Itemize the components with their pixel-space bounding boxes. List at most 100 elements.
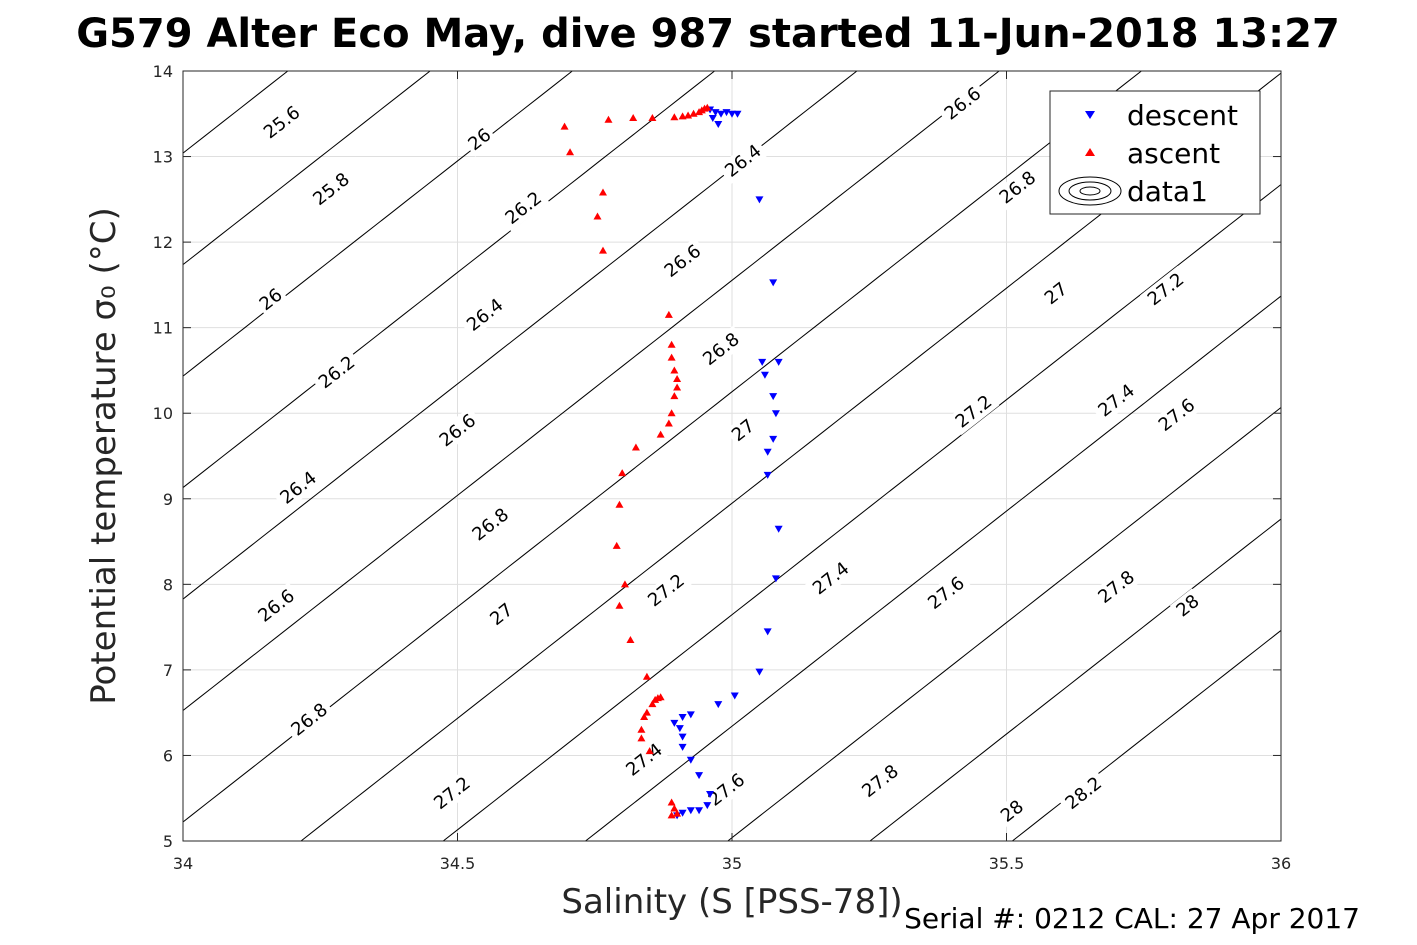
descent-point [733, 110, 742, 118]
legend-contour-icon [1058, 176, 1122, 206]
legend: descent ascent data1 [1049, 90, 1261, 215]
descent-point [695, 807, 704, 815]
contour-label: 26.2 [311, 348, 363, 396]
ascent-point [670, 804, 679, 812]
ascent-point [648, 114, 657, 122]
descent-point [774, 525, 783, 533]
descent-point [714, 121, 723, 129]
descent-point [728, 110, 736, 118]
contour-label: 26 [461, 122, 498, 157]
legend-data1-label: data1 [1127, 175, 1208, 208]
contour-label: 26 [252, 282, 289, 317]
y-tick-label: 5 [163, 832, 173, 851]
legend-ascent-label: ascent [1127, 137, 1220, 170]
legend-descent-label: descent [1127, 99, 1238, 132]
descent-point [670, 719, 679, 727]
ascent-point [566, 148, 575, 156]
ascent-point [560, 122, 569, 130]
y-tick-label: 14 [153, 62, 173, 81]
contour-label-text: 27 [486, 599, 517, 630]
contour-label: 27.4 [618, 736, 670, 784]
descent-point [695, 772, 704, 780]
y-tick-label: 8 [163, 575, 173, 594]
ascent-point [631, 443, 640, 451]
descent-point [760, 371, 769, 379]
y-tick-label: 6 [163, 746, 173, 765]
contour-line-26.6 [183, 71, 858, 600]
descent-point [763, 471, 772, 479]
y-tick-label: 11 [153, 319, 173, 338]
legend-descent-marker [1085, 111, 1095, 119]
contour-line-27.4 [442, 183, 1281, 841]
descent-point [678, 809, 687, 817]
contour-label: 27 [1038, 276, 1074, 311]
contour-label: 26.4 [717, 137, 769, 185]
ascent-point [667, 353, 676, 361]
ascent-point [618, 469, 627, 477]
descent-point [769, 393, 778, 401]
contour-label: 28.2 [1057, 769, 1110, 817]
descent-point [678, 733, 687, 741]
descent-point [763, 448, 772, 456]
ascent-point [656, 693, 665, 701]
y-axis-label: Potential temperature σ₀ (°C) [84, 207, 124, 705]
descent-point [686, 756, 695, 764]
ascent-point [673, 375, 682, 382]
contour-line-27.6 [585, 295, 1281, 841]
contour-label: 27.8 [1090, 563, 1142, 611]
x-tick-label: 36 [1271, 854, 1291, 873]
descent-point [774, 358, 783, 366]
contour-line-25.8 [183, 71, 289, 154]
contour-label: 26.6 [250, 582, 302, 630]
x-tick-label: 35 [722, 854, 742, 873]
contour-label: 27.4 [805, 554, 857, 602]
x-tick-label: 35.5 [989, 854, 1025, 873]
contour-label-text: 27 [1041, 278, 1072, 309]
y-tick-label: 7 [163, 661, 173, 680]
ascent-point [667, 798, 676, 806]
ascent-point [670, 392, 679, 400]
descent-point [675, 725, 684, 733]
descent-point [714, 701, 723, 709]
ascent-point [664, 419, 673, 427]
ascent-point [598, 246, 607, 254]
data-series [560, 103, 783, 820]
descent-point [708, 115, 717, 123]
descent-point [771, 575, 780, 583]
ascent-point [612, 541, 621, 549]
contour-label: 27 [483, 597, 520, 632]
ascent-point [642, 672, 651, 680]
contour-label: 27 [725, 413, 761, 448]
y-tick-label: 10 [153, 404, 173, 423]
ascent-point [637, 725, 646, 733]
contour-label: 25.6 [256, 98, 308, 146]
chart-title: G579 Alter Eco May, dive 987 started 11-… [76, 11, 1340, 57]
descent-point [755, 196, 764, 204]
legend-ascent-marker [1085, 148, 1095, 156]
descent-point [769, 279, 778, 287]
descent-point [717, 110, 726, 118]
y-tick-label: 9 [163, 490, 173, 509]
contour-line-26 [183, 71, 431, 266]
ascent-point [642, 708, 651, 716]
contour-line-26.4 [183, 71, 715, 489]
contour-label: 27.6 [920, 569, 972, 617]
descent-point [771, 410, 780, 418]
ascent-point [637, 734, 646, 742]
contour-label: 26.8 [695, 325, 747, 373]
contour-label: 28 [1169, 588, 1206, 623]
contour-label: 27.2 [426, 769, 478, 817]
descent-point [758, 358, 767, 366]
contour-label: 27.4 [1090, 376, 1142, 424]
ascent-point [645, 747, 654, 755]
descent-point [706, 790, 715, 798]
y-tick-label: 12 [153, 233, 173, 252]
ascent-point [598, 188, 607, 196]
ascent-point [604, 115, 613, 123]
contour-label: 26.6 [936, 80, 989, 127]
y-axis-ticks: 5 6 7 8 9 10 11 12 13 14 [153, 62, 1281, 851]
ascent-point [667, 409, 676, 417]
x-axis-ticks: 34 34.5 35 35.5 36 [173, 71, 1291, 873]
contour-label: 26.4 [272, 464, 324, 512]
ascent-point [620, 580, 629, 588]
